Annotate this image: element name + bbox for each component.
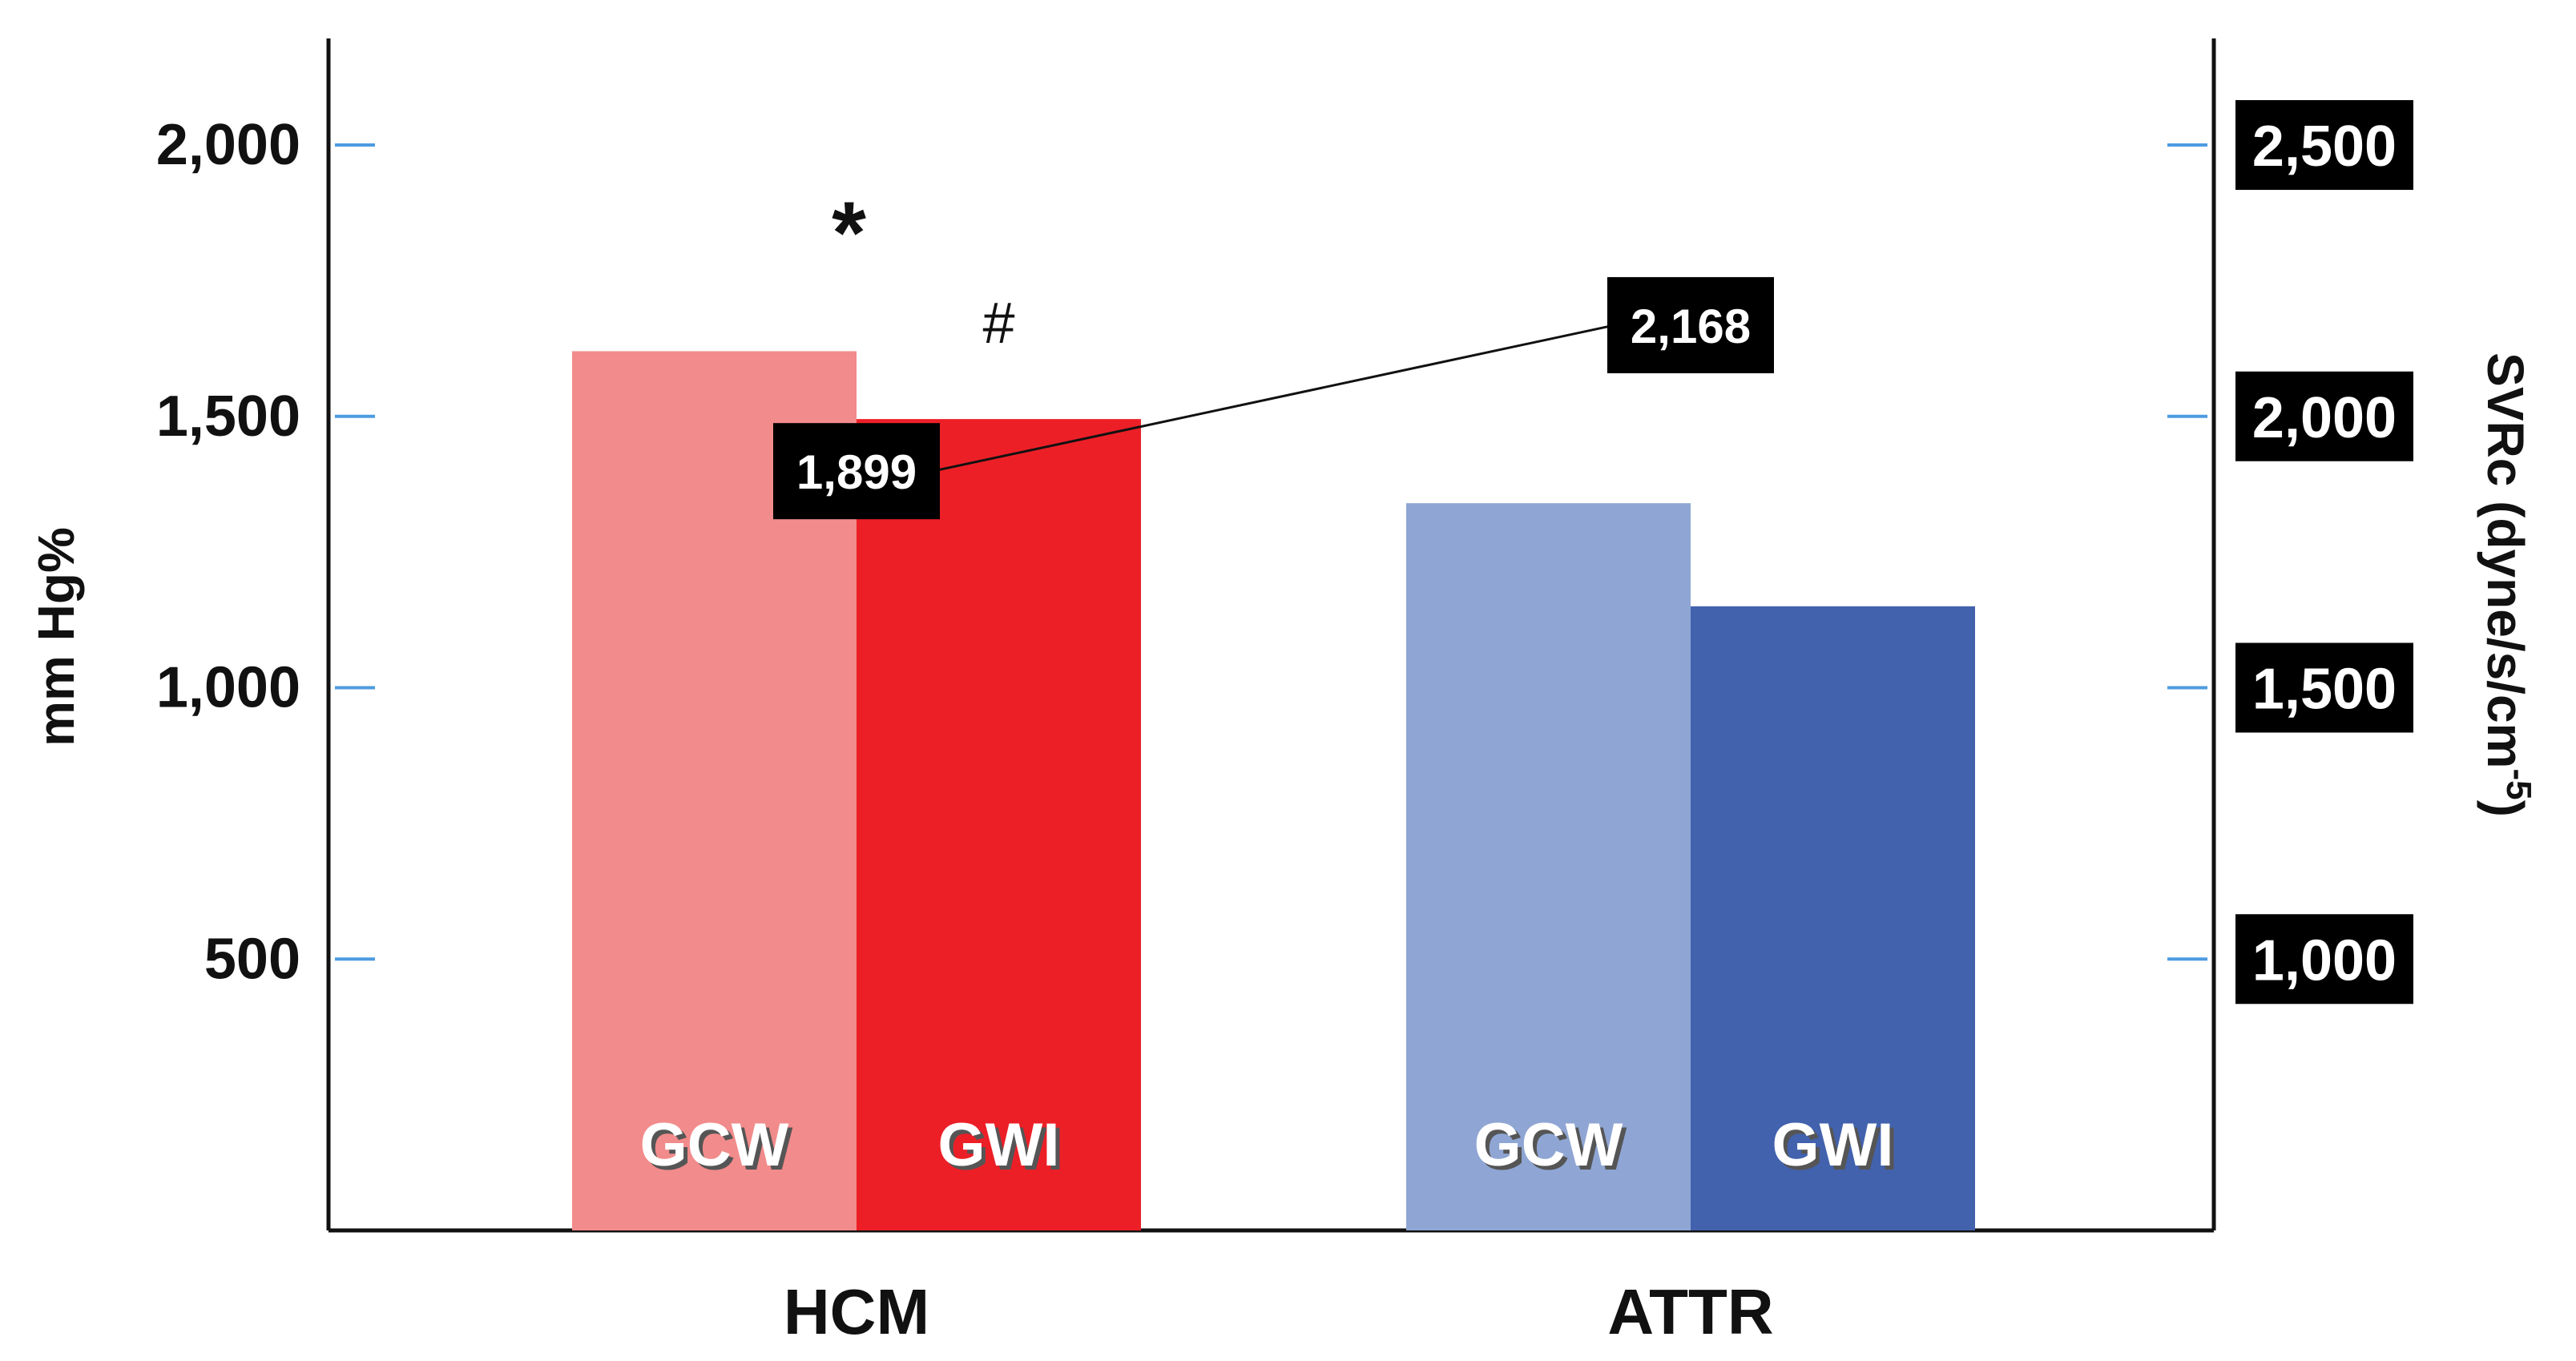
bar-label: GCW [640,1111,789,1179]
bar-label-shadow: GCW [644,1115,793,1183]
right-tick-label: 2,500 [2252,115,2397,179]
y-axis-title: mm Hg% [27,527,85,747]
right-tick-label-box [2235,642,2413,733]
left-tick-label: 1,000 [156,656,300,720]
category-label: HCM [784,1276,929,1347]
y2-axis-title: SVRc (dyne/s/cm-5) [2477,352,2539,817]
svrc-value-label: 1,899 [796,445,917,499]
bar [1691,606,1975,1230]
left-tick-label: 1,500 [156,385,300,449]
right-tick-label: 1,000 [2252,928,2397,993]
bar-label: GWI [938,1111,1060,1179]
svrc-value-label: 2,168 [1631,300,1751,353]
svrc-value-box [773,423,940,520]
bar [1406,503,1691,1230]
bar-label-shadow: GWI [942,1115,1064,1183]
significance-marker: * [832,183,866,282]
svrc-line [932,324,1615,473]
bar-label-shadow: GCW [1478,1115,1627,1183]
significance-marker: # [982,292,1014,356]
bars-layer [572,351,1975,1231]
bar-label: GCW [1474,1111,1623,1179]
right-tick-label: 2,000 [2252,386,2397,450]
left-tick-label: 2,000 [156,113,300,177]
left-tick-label: 500 [204,927,300,991]
right-tick-label-box [2235,100,2413,190]
right-tick-label-box [2235,371,2413,461]
svrc-value-box [1607,276,1774,373]
axes-layer: 500 1,000 1,500 2,000 mm Hg% 1,000 1,500 2,000 2… [27,38,2539,1233]
right-tick-label-box [2235,914,2413,1005]
bar-label-shadow: GWI [1776,1115,1898,1183]
right-tick-label: 1,500 [2252,658,2397,722]
svrc-layer: 1,899 2,168 [773,276,1774,520]
bar [857,419,1141,1230]
bar-label: GWI [1772,1111,1894,1179]
category-label: ATTR [1607,1276,1773,1347]
